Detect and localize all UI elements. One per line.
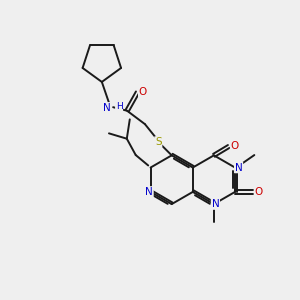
Text: N: N xyxy=(145,187,153,197)
Text: N: N xyxy=(235,163,242,172)
Text: O: O xyxy=(231,141,239,152)
Text: H: H xyxy=(116,102,122,111)
Text: N: N xyxy=(103,103,111,113)
Text: S: S xyxy=(155,137,162,147)
Text: O: O xyxy=(255,187,263,197)
Text: O: O xyxy=(139,87,147,97)
Text: N: N xyxy=(212,199,219,209)
